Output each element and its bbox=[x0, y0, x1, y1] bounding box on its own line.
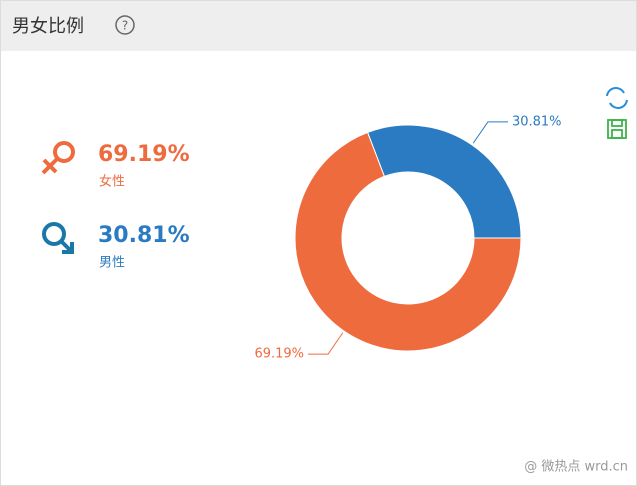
legend-value: 30.81% bbox=[98, 223, 190, 248]
donut-segment bbox=[294, 131, 522, 352]
male-arrow bbox=[62, 242, 74, 254]
slice-label: 30.81% bbox=[512, 114, 562, 129]
male-circle bbox=[42, 222, 66, 246]
save-slot bbox=[611, 119, 623, 127]
panel-title: 男女比例 bbox=[12, 16, 84, 37]
female-circle bbox=[53, 141, 75, 163]
help-text: ? bbox=[122, 19, 128, 33]
refresh-arc bbox=[609, 99, 628, 109]
donut-segment bbox=[367, 124, 522, 239]
refresh-icon[interactable] bbox=[606, 87, 628, 109]
legend-label: 男性 bbox=[99, 256, 125, 271]
save-icon[interactable] bbox=[607, 119, 627, 139]
leader-line bbox=[472, 121, 508, 144]
legend-label: 女性 bbox=[99, 174, 125, 190]
save-label bbox=[611, 129, 623, 139]
help-icon[interactable]: ? bbox=[115, 15, 135, 35]
watermark: @ 微热点 wrd.cn bbox=[524, 460, 628, 475]
slice-label: 69.19% bbox=[254, 347, 304, 362]
female-cross bbox=[42, 158, 58, 174]
female-icon bbox=[41, 141, 75, 175]
leader-line bbox=[308, 332, 344, 355]
refresh-arc bbox=[606, 87, 625, 97]
male-icon bbox=[42, 222, 74, 254]
legend-value: 69.19% bbox=[98, 142, 190, 167]
header-bar bbox=[1, 1, 636, 51]
help-circle bbox=[115, 15, 135, 35]
